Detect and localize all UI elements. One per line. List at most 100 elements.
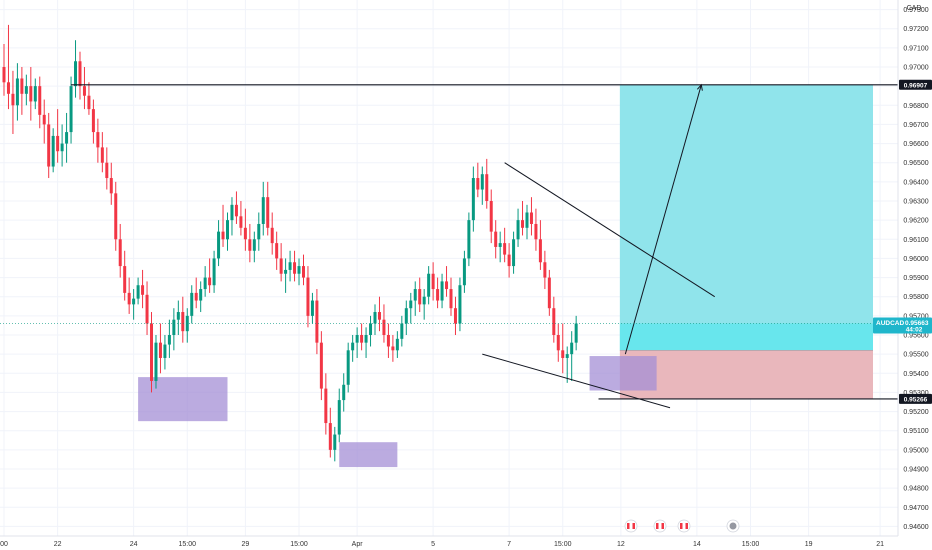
alert-dot [729,522,737,530]
candle-body-up [154,342,158,381]
candle-body-up [355,335,359,343]
current-price-tag: AUDCAD 0.95663 44:02 [873,317,932,334]
price-tag-background [899,393,932,404]
time-tick-label: 21 [876,541,884,548]
candle-body-down [20,78,24,94]
candle-body-up [167,335,171,345]
time-axis-background [0,536,932,550]
candle-body-down [485,174,489,201]
alert-icon[interactable] [726,519,740,533]
candle-body-down [386,335,390,347]
candle-body-down [489,201,493,232]
candle-body-up [570,342,574,355]
candle-body-down [100,147,104,163]
price-tick-label: 0.95600 [903,333,928,340]
candle-body-down [82,86,86,96]
price-tick-label: 0.97300 [903,7,928,14]
stop-zone [619,350,873,399]
candle-body-down [47,124,51,167]
price-tags: AUDCAD 0.95663 44:02 0.96907 0.95266 [873,79,932,404]
candle-body-up [203,277,207,290]
time-axis[interactable]: 00 22 24 15:00 29 15:00 Apr 5 7 15:00 12 14 15:00 19 2… [0,535,932,550]
candle-body-down [105,162,109,179]
candle-body-down [552,308,556,335]
time-tick-label: 14 [693,541,701,548]
candle-body-up [574,323,578,343]
candle-body-up [185,315,189,332]
candle-body-down [306,277,310,316]
candle-body-down [56,135,60,152]
candle-body-down [431,273,435,290]
time-tick-label: 00 [0,541,8,548]
price-tick-label: 0.96700 [903,122,928,129]
time-tick-label: 29 [241,541,249,548]
price-tick-label: 0.96100 [903,237,928,244]
price-tag-label: 0.95266 [904,396,928,403]
price-tick-label: 0.95300 [903,390,928,397]
candle-body-down [360,335,364,343]
candle-body-down [561,350,565,358]
price-tick-label: 0.94900 [903,467,928,474]
price-tick-label: 0.95900 [903,275,928,282]
flag-icon[interactable] [653,519,667,533]
candle-body-up [364,335,368,343]
candle-body-down [194,292,198,301]
candle-body-up [310,300,314,316]
candle-body-down [529,212,533,224]
flag-icon[interactable] [624,519,638,533]
candle-body-up [395,338,399,351]
demand-zone [339,442,398,468]
candle-body-down [109,178,113,194]
candle-body-up [163,344,167,358]
time-tick-label: 15:00 [179,541,197,548]
event-markers[interactable] [624,519,740,533]
candle-body-down [158,342,162,358]
price-tick-label: 0.95700 [903,313,928,320]
candle-body-up [65,132,69,144]
candle-body-down [239,216,243,228]
flag-icon[interactable] [677,519,691,533]
candle-body-up [15,78,19,106]
price-tick-label: 0.96300 [903,199,928,206]
candle-body-down [556,335,560,351]
candle-body-up [458,285,462,324]
price-tick-label: 0.95000 [903,447,928,454]
price-tick-label: 0.96500 [903,160,928,167]
candle-body-down [11,93,15,106]
candle-body-down [248,239,252,251]
candle-body-up [427,273,431,297]
candle-body-down [270,227,274,244]
wedge-lower-trendline [482,353,671,409]
candle-body-up [24,86,28,94]
candle-body-up [69,86,73,133]
candle-body-down [476,178,480,190]
candle-body-down [315,300,319,343]
candle-body-down [208,277,212,286]
candle-body-up [498,243,502,247]
price-tick-label: 0.96800 [903,103,928,110]
candle-body-up [261,197,265,224]
flag-stripe [629,523,633,529]
candle-body-up [462,258,466,286]
candle-body-up [565,354,569,358]
candle-body-down [42,114,46,125]
candle-body-up [257,223,261,240]
time-tick-label: 5 [431,541,435,548]
candle-body-down [521,220,525,228]
candle-body-down [436,289,440,301]
candle-body-down [534,223,538,240]
candle-body-down [503,243,507,255]
candle-body-down [118,239,122,267]
candle-body-down [445,281,449,290]
candlestick-series [2,24,578,462]
candle-body-down [449,289,453,309]
current-price-value: 0.95663 [905,320,929,327]
candle-body-down [382,319,386,335]
candle-body-down [418,289,422,305]
candle-body-up [288,262,292,270]
candle-body-up [337,400,341,435]
candle-body-up [471,178,475,221]
price-tag-label: 0.96907 [904,82,928,89]
candle-body-up [190,292,194,316]
